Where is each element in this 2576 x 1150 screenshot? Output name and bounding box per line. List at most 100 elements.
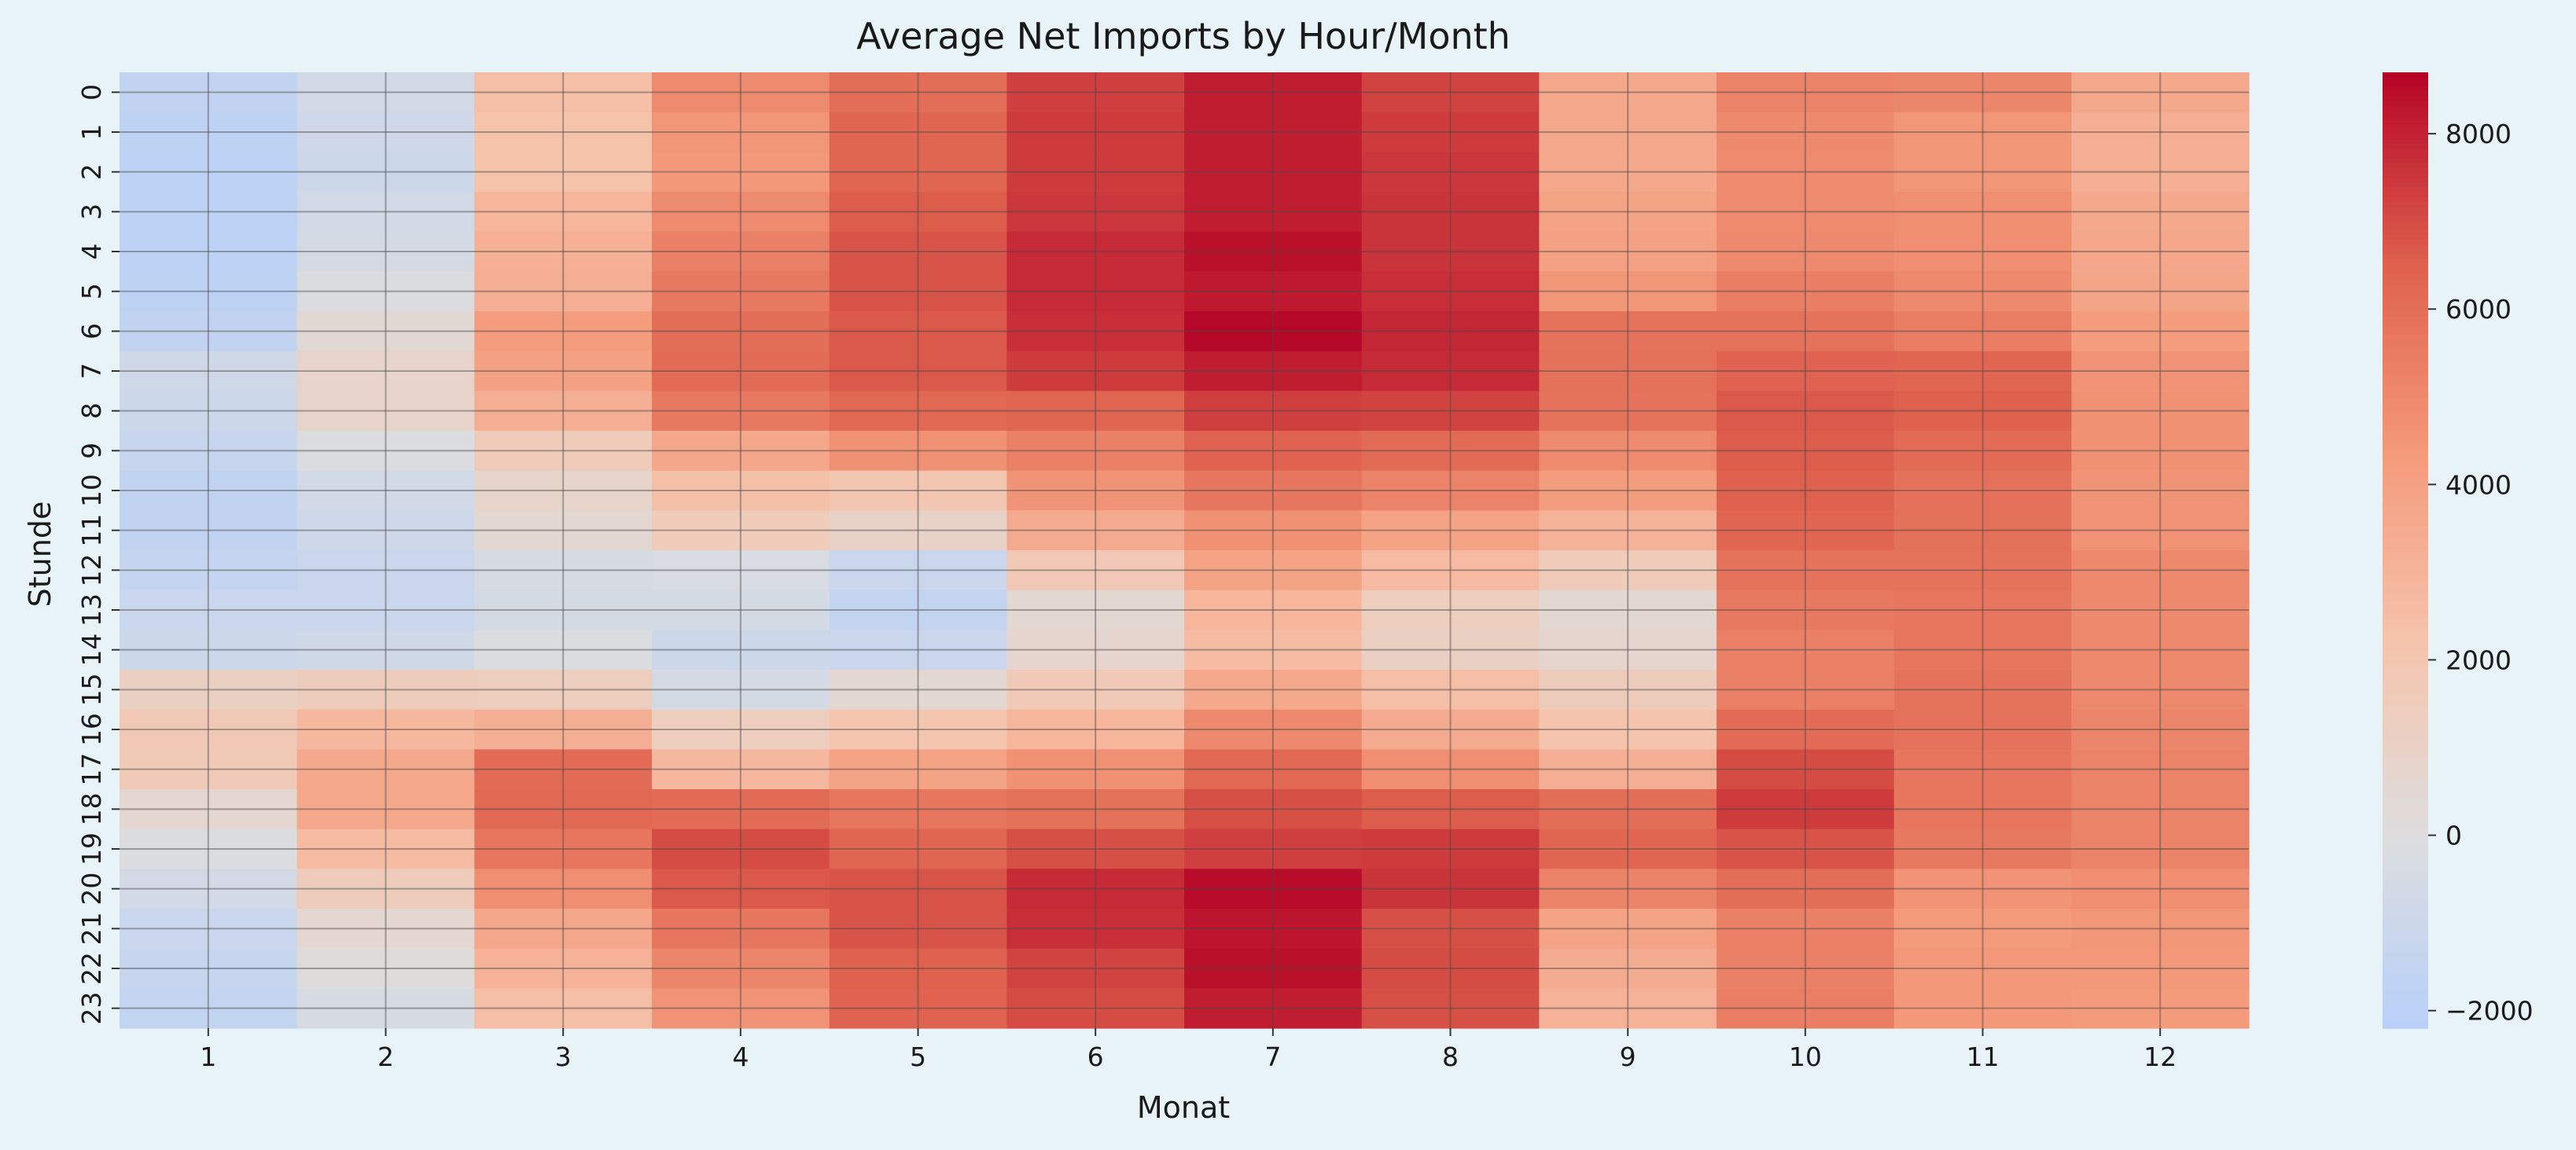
heatmap-cell	[1006, 550, 1185, 591]
colorbar-segment	[2383, 406, 2428, 413]
heatmap-cell	[652, 112, 830, 152]
heatmap-cell	[1717, 948, 1895, 989]
heatmap-cell	[120, 192, 298, 233]
colorbar-segment	[2383, 96, 2428, 102]
heatmap-cell	[2071, 869, 2250, 909]
colorbar-segment	[2383, 755, 2428, 762]
heatmap-cell	[829, 431, 1007, 472]
colorbar-segment	[2383, 512, 2428, 518]
heatmap-cell	[2071, 311, 2250, 352]
heatmap-cell	[120, 988, 298, 1029]
heatmap-cell	[1184, 829, 1363, 869]
heatmap-cell	[296, 670, 475, 711]
heatmap-cell	[120, 391, 298, 432]
heatmap-cell	[829, 510, 1007, 551]
heatmap-cell	[2071, 630, 2250, 671]
heatmap-cell	[296, 709, 475, 750]
colorbar-segment	[2383, 316, 2428, 321]
heatmap-cell	[1361, 789, 1540, 830]
heatmap-cell	[1893, 271, 2072, 312]
heatmap-cell	[829, 391, 1007, 432]
colorbar-segment	[2383, 726, 2428, 733]
x-tick-label: 7	[1264, 1042, 1281, 1072]
colorbar-segment	[2383, 932, 2428, 939]
heatmap-cell	[829, 231, 1007, 272]
heatmap-cell	[296, 749, 475, 790]
colorbar-segment	[2383, 139, 2428, 145]
heatmap-cell	[1717, 630, 1895, 671]
heatmap-cell	[1717, 749, 1895, 790]
colorbar-segment	[2383, 158, 2428, 164]
colorbar-segment	[2383, 803, 2428, 810]
colorbar-segment	[2383, 937, 2428, 943]
heatmap-cell	[296, 829, 475, 869]
colorbar-segment	[2383, 1009, 2428, 1015]
heatmap-cell	[474, 271, 653, 312]
colorbar-segment	[2383, 296, 2428, 303]
colorbar-segment	[2383, 383, 2428, 389]
colorbar-segment	[2383, 478, 2428, 484]
heatmap-cell	[1539, 590, 1717, 630]
heatmap-cell	[2071, 550, 2250, 591]
heatmap-cell	[1361, 271, 1540, 312]
colorbar-segment	[2383, 990, 2428, 996]
heatmap-cell	[1006, 789, 1185, 830]
heatmap-cell	[1184, 470, 1363, 511]
heatmap-cell	[296, 192, 475, 233]
y-tick-label: 8	[76, 402, 107, 419]
heatmap-cell	[474, 112, 653, 152]
heatmap-cell	[1717, 510, 1895, 551]
heatmap-cell	[1184, 152, 1363, 193]
colorbar-segment	[2383, 421, 2428, 427]
y-tick-label: 7	[76, 363, 107, 380]
colorbar-segment	[2383, 153, 2428, 160]
colorbar-segment	[2383, 105, 2428, 112]
heatmap-cell	[652, 550, 830, 591]
heatmap-cell	[652, 909, 830, 950]
colorbar-segment	[2383, 521, 2428, 527]
colorbar-segment	[2383, 760, 2428, 766]
colorbar-segment	[2383, 124, 2428, 130]
colorbar-segment	[2383, 172, 2428, 178]
colorbar-segment	[2383, 684, 2428, 690]
heatmap-cell	[1539, 391, 1717, 432]
colorbar-segment	[2383, 909, 2428, 914]
y-tick-label: 19	[76, 832, 107, 865]
colorbar-segment	[2383, 268, 2428, 274]
heatmap-cell	[1539, 192, 1717, 233]
colorbar-segment	[2383, 211, 2428, 217]
heatmap-cell	[1539, 630, 1717, 671]
colorbar-segment	[2383, 555, 2428, 560]
colorbar-segment	[2383, 230, 2428, 236]
colorbar-segment	[2383, 263, 2428, 270]
colorbar-segment	[2383, 1023, 2428, 1029]
heatmap-cell	[474, 988, 653, 1029]
heatmap-cell	[1184, 590, 1363, 630]
x-tick-label: 1	[200, 1042, 216, 1072]
colorbar-segment	[2383, 167, 2428, 174]
heatmap-cell	[1006, 670, 1185, 711]
heatmap-cell	[120, 709, 298, 750]
heatmap-cell	[829, 988, 1007, 1029]
colorbar-segment	[2383, 454, 2428, 461]
heatmap-cell	[829, 470, 1007, 511]
heatmap-cell	[1539, 829, 1717, 869]
heatmap-cell	[1184, 789, 1363, 830]
heatmap-cell	[1717, 391, 1895, 432]
colorbar-segment	[2383, 861, 2428, 867]
heatmap-cell	[829, 630, 1007, 671]
heatmap-cell	[652, 391, 830, 432]
heatmap-cell	[296, 909, 475, 950]
colorbar-segment	[2383, 388, 2428, 394]
colorbar-segment	[2383, 789, 2428, 795]
heatmap-cell	[1184, 231, 1363, 272]
heatmap-cell	[296, 391, 475, 432]
colorbar-segment	[2383, 956, 2428, 962]
colorbar-segment	[2383, 197, 2428, 202]
colorbar-segment	[2383, 569, 2428, 575]
colorbar-segment	[2383, 851, 2428, 857]
heatmap-cell	[1006, 909, 1185, 950]
colorbar-segment	[2383, 450, 2428, 456]
heatmap-cell	[1006, 510, 1185, 551]
